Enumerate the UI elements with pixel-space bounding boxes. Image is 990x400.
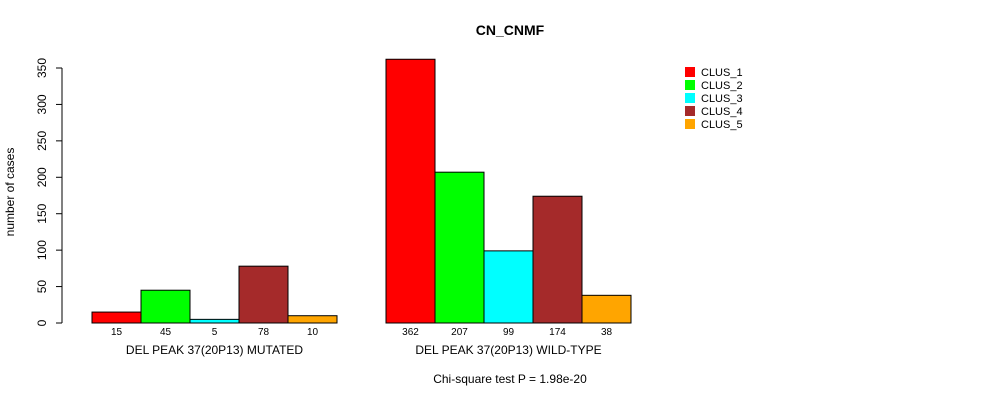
category-label-2: DEL PEAK 37(20P13) WILD-TYPE <box>415 343 601 357</box>
legend-swatch-clus-5 <box>685 119 695 129</box>
legend-swatch-clus-2 <box>685 80 695 90</box>
bar-value-label: 174 <box>549 327 566 338</box>
legend-label-clus-5: CLUS_5 <box>701 119 743 131</box>
bar-value-label: 207 <box>451 327 468 338</box>
bar-value-label: 38 <box>601 327 613 338</box>
bar-clus-4-group-1 <box>238 265 289 324</box>
bars-group <box>91 58 632 324</box>
legend-label-clus-1: CLUS_1 <box>701 67 743 79</box>
legend-swatch-clus-4 <box>685 106 695 116</box>
y-tick-label: 350 <box>35 58 49 78</box>
y-axis-label: number of cases <box>3 148 17 237</box>
bar-value-label: 78 <box>258 327 270 338</box>
bar-clus-2-group-1 <box>140 289 191 324</box>
category-labels: DEL PEAK 37(20P13) MUTATED DEL PEAK 37(20… <box>126 343 602 357</box>
legend-label-clus-3: CLUS_3 <box>701 93 743 105</box>
legend-label-clus-2: CLUS_2 <box>701 80 743 92</box>
y-tick-label: 250 <box>35 131 49 151</box>
bar-value-label: 5 <box>212 327 218 338</box>
bar-clus-3-group-2 <box>483 250 534 324</box>
bar-clus-5-group-1 <box>287 315 338 324</box>
y-tick-label: 300 <box>35 94 49 114</box>
bar-clus-5-group-2 <box>581 294 632 324</box>
bar-clus-3-group-1 <box>189 318 240 324</box>
bar-clus-1-group-2 <box>385 58 436 324</box>
bar-value-label: 99 <box>503 327 515 338</box>
bar-clus-1-group-1 <box>91 311 142 324</box>
bar-value-label: 15 <box>111 327 123 338</box>
legend-swatch-clus-3 <box>685 93 695 103</box>
bar-value-labels: 15 45 5 78 10 362 207 99 174 38 <box>111 327 613 338</box>
y-tick-label: 200 <box>35 167 49 187</box>
bar-value-label: 10 <box>307 327 319 338</box>
bar-value-label: 45 <box>160 327 172 338</box>
y-tick-label: 100 <box>35 240 49 260</box>
y-tick-label: 150 <box>35 203 49 223</box>
bar-clus-4-group-2 <box>532 195 583 324</box>
chart-title: CN_CNMF <box>476 22 545 38</box>
category-label-1: DEL PEAK 37(20P13) MUTATED <box>126 343 304 357</box>
y-tick-label: 50 <box>35 280 49 294</box>
y-axis: 0 50 100 150 200 250 300 350 <box>35 58 63 326</box>
y-tick-label: 0 <box>35 319 49 326</box>
chi-square-footnote: Chi-square test P = 1.98e-20 <box>433 372 587 386</box>
bar-value-label: 362 <box>402 327 419 338</box>
legend-label-clus-4: CLUS_4 <box>701 106 743 118</box>
bar-clus-2-group-2 <box>434 171 485 324</box>
legend-swatch-clus-1 <box>685 67 695 77</box>
